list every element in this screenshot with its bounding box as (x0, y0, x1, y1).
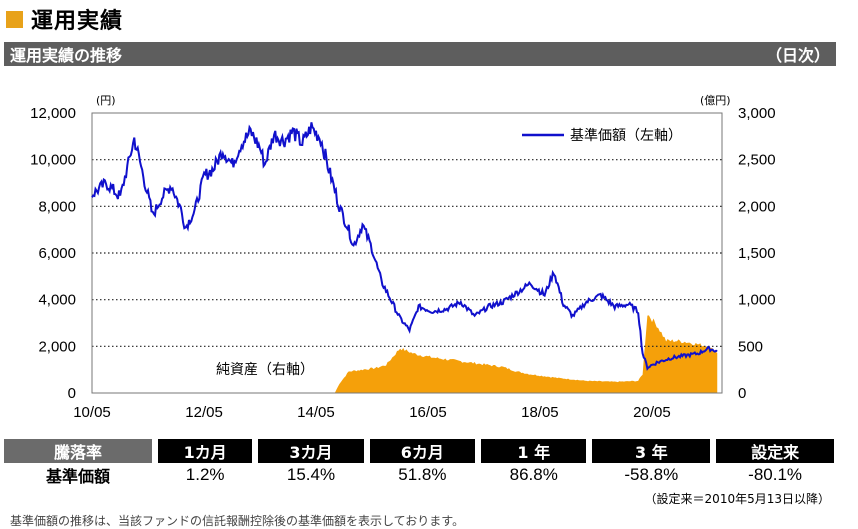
y-right-tick: 2,500 (738, 152, 776, 169)
y-left-tick: 6,000 (38, 245, 76, 262)
table-row: 基準価額 1.2% 15.4% 51.8% 86.8% -58.8% -80.1… (4, 463, 834, 487)
table-header-1m: 1カ月 (158, 439, 253, 463)
table-cell-3m: 15.4% (286, 465, 336, 484)
x-tick: 14/05 (297, 404, 335, 421)
net-assets-area (92, 315, 718, 393)
table-cell-1y: 86.8% (509, 465, 558, 484)
table-header-label: 騰落率 (4, 439, 152, 463)
y-left-tick: 10,000 (30, 152, 76, 169)
table-header-3y: 3 年 (592, 439, 711, 463)
legend-label: 基準価額（左軸） (570, 127, 682, 144)
table-header-since-inception: 設定来 (716, 439, 834, 463)
table-cell-1m: 1.2% (185, 465, 225, 484)
chart-header-frequency: （日次） (765, 46, 830, 65)
x-tick: 16/05 (409, 404, 447, 421)
net-assets-label: 純資産（右軸） (216, 362, 314, 378)
y-left-tick: 4,000 (38, 292, 76, 309)
y-left-tick: 2,000 (38, 338, 76, 355)
page-title: 運用実績 (31, 9, 124, 34)
x-tick: 10/05 (73, 404, 111, 421)
nav-line (91, 122, 718, 371)
section-title: 運用実績 (6, 4, 123, 34)
y-right-tick: 1,000 (738, 292, 776, 309)
y-left-tick: 0 (68, 385, 76, 402)
x-tick: 18/05 (521, 404, 559, 421)
table-cell-since-inception: -80.1% (748, 465, 803, 484)
table-cell-6m: 51.8% (398, 465, 447, 484)
table-header-row: 騰落率 1カ月 3カ月 6カ月 1 年 3 年 設定来 (4, 439, 834, 463)
footnote: 基準価額の推移は、当該ファンドの信託報酬控除後の基準価額を表示しております。 (10, 514, 465, 528)
performance-table: 騰落率 1カ月 3カ月 6カ月 1 年 3 年 設定来 基準価額 1.2% 15… (4, 439, 834, 487)
y-right-tick: 0 (738, 385, 746, 402)
chart-header-bar: 運用実績の推移 （日次） (4, 42, 836, 66)
table-row-label: 基準価額 (45, 467, 110, 486)
table-header-1y: 1 年 (481, 439, 587, 463)
y-right-tick: 2,000 (738, 198, 776, 215)
y-right-tick: 3,000 (738, 105, 776, 122)
table-header-6m: 6カ月 (369, 439, 476, 463)
table-header-3m: 3カ月 (258, 439, 364, 463)
y-right-tick: 1,500 (738, 245, 776, 262)
y-left-tick: 12,000 (30, 105, 76, 122)
chart-header-title: 運用実績の推移 (10, 46, 123, 65)
inception-note: （設定来＝2010年5月13日以降） (644, 492, 830, 506)
x-tick: 12/05 (185, 404, 223, 421)
table-cell-3y: -58.8% (624, 465, 679, 484)
performance-chart: 12,000 10,000 8,000 6,000 4,000 2,000 0 3,000 2,… (30, 94, 776, 421)
x-tick: 20/05 (633, 404, 671, 421)
y-right-tick: 500 (738, 338, 763, 355)
y-left-unit: (円) (96, 94, 116, 107)
plot-frame (91, 112, 723, 394)
y-right-unit: (億円) (700, 94, 731, 107)
title-marker (6, 10, 23, 28)
y-left-tick: 8,000 (38, 198, 76, 215)
